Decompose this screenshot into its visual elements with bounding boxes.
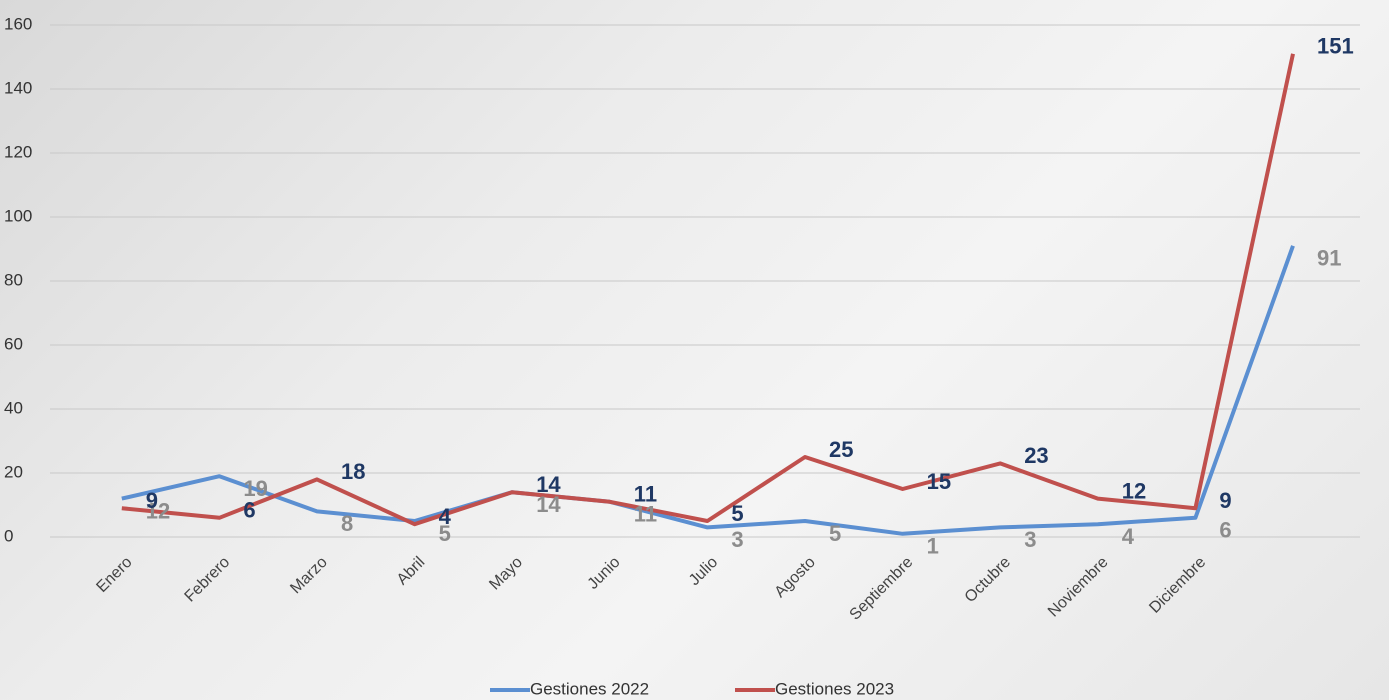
x-tick-label: Mayo	[486, 554, 526, 594]
x-tick-label: Enero	[93, 554, 135, 596]
data-label: 15	[927, 469, 951, 494]
data-label: 25	[829, 437, 853, 462]
x-tick-label: Octubre	[962, 554, 1014, 606]
data-label: 9	[1219, 488, 1231, 513]
y-tick-label: 20	[4, 462, 23, 481]
data-label: 9	[146, 488, 158, 513]
y-tick-label: 120	[4, 142, 32, 161]
x-tick-label: Julio	[686, 554, 721, 589]
legend-label: Gestiones 2022	[530, 679, 649, 698]
data-label: 8	[341, 511, 353, 536]
data-label: 3	[1024, 527, 1036, 552]
y-tick-label: 40	[4, 398, 23, 417]
x-tick-label: Agosto	[772, 554, 819, 601]
x-tick-label: Noviembre	[1045, 554, 1112, 621]
series-line	[122, 54, 1293, 524]
data-label: 91	[1317, 246, 1341, 271]
data-label: 5	[829, 521, 841, 546]
data-label: 6	[243, 498, 255, 523]
data-label: 11	[634, 482, 657, 507]
data-label: 6	[1219, 518, 1231, 543]
data-label: 1	[927, 534, 939, 559]
y-tick-label: 140	[4, 78, 32, 97]
y-tick-label: 0	[4, 526, 13, 545]
y-tick-label: 160	[4, 14, 32, 33]
x-tick-label: Septiembre	[847, 554, 917, 624]
data-label: 3	[731, 527, 743, 552]
data-label: 4	[1122, 524, 1135, 549]
data-label: 18	[341, 459, 365, 484]
data-label: 14	[536, 472, 561, 497]
chart: 0 20 40 60 80 100 120 140 160 Enero Febrero Marzo Ab…	[0, 0, 1389, 700]
data-label: 12	[1122, 478, 1146, 503]
y-tick-label: 80	[4, 270, 23, 289]
x-tick-label: Junio	[585, 554, 624, 593]
data-label: 4	[439, 504, 452, 529]
data-label: 151	[1317, 34, 1354, 59]
y-tick-label: 60	[4, 334, 23, 353]
x-tick-label: Marzo	[287, 554, 331, 598]
x-tick-label: Diciembre	[1146, 554, 1209, 617]
legend-label: Gestiones 2023	[775, 679, 894, 698]
x-tick-label: Febrero	[182, 554, 234, 606]
data-label: 23	[1024, 443, 1048, 468]
y-tick-label: 100	[4, 206, 32, 225]
data-label: 5	[731, 501, 743, 526]
x-tick-label: Abril	[394, 554, 429, 589]
series-line	[122, 246, 1293, 534]
